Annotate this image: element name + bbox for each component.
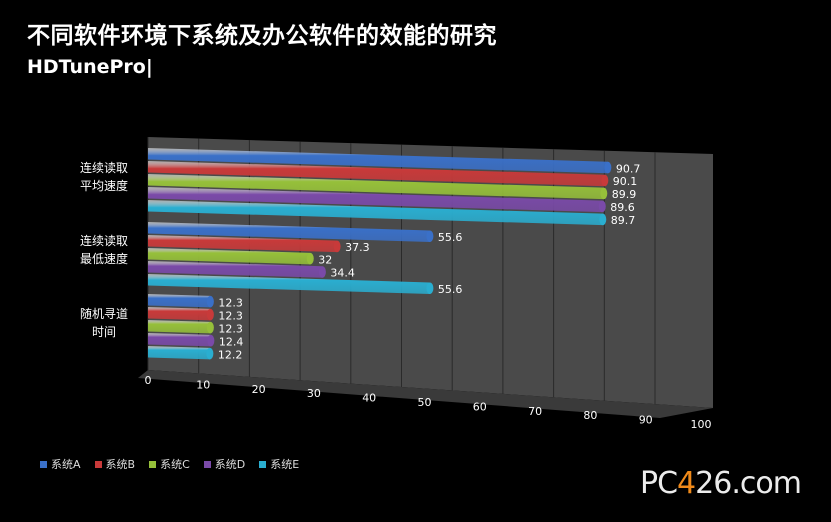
data-label-4-1: 55.6 xyxy=(438,283,463,296)
x-tick-7: 70 xyxy=(528,405,542,418)
bar-cap-2-2 xyxy=(206,321,214,334)
bar-cap-1-1 xyxy=(333,240,341,253)
bar-2-1 xyxy=(148,248,311,265)
bar-cap-4-0 xyxy=(599,213,607,226)
x-tick-10: 100 xyxy=(691,418,712,431)
bar-1-2 xyxy=(148,307,211,321)
data-label-0-0: 90.7 xyxy=(616,162,641,175)
category-label-2-0: 随机寻道 xyxy=(80,306,128,321)
bar-cap-4-2 xyxy=(206,347,214,360)
bar-2-2 xyxy=(148,320,211,334)
x-tick-5: 50 xyxy=(418,396,432,409)
bar-4-2 xyxy=(148,346,210,360)
x-tick-labels: 0 10 20 30 40 50 60 70 80 90 100 xyxy=(145,374,712,431)
bar-cap-1-2 xyxy=(206,308,214,321)
x-tick-6: 60 xyxy=(473,400,487,413)
bar-cap-1-0 xyxy=(601,174,609,187)
data-label-4-0: 89.7 xyxy=(611,214,636,227)
bars xyxy=(148,148,612,360)
bar-0-2 xyxy=(148,294,211,308)
x-tick-0: 0 xyxy=(145,374,152,387)
legend-label: 系统C xyxy=(160,458,190,471)
category-label-1-0: 连续读取 xyxy=(80,233,128,248)
legend-item-0: 系统A xyxy=(40,456,81,472)
watermark-logo: PC426.com xyxy=(640,466,802,501)
bar-4-0 xyxy=(148,200,603,226)
bar-1-1 xyxy=(148,235,338,253)
bar-1-0 xyxy=(148,161,605,187)
legend-label: 系统E xyxy=(270,458,300,471)
legend-label: 系统A xyxy=(51,458,81,471)
x-tick-9: 90 xyxy=(639,414,653,427)
legend-label: 系统B xyxy=(105,458,136,471)
legend-item-1: 系统B xyxy=(94,456,136,472)
data-label-2-1: 32 xyxy=(318,253,332,266)
category-label-0-0: 连续读取 xyxy=(80,160,128,175)
legend-item-2: 系统C xyxy=(149,456,190,472)
category-label-1-1: 最低速度 xyxy=(80,251,128,266)
data-label-3-0: 89.6 xyxy=(610,201,635,214)
data-label-3-2: 12.4 xyxy=(219,335,244,348)
bar-0-1 xyxy=(148,222,430,242)
bar-2-0 xyxy=(148,174,604,200)
bar-cap-0-2 xyxy=(206,295,214,308)
data-label-4-2: 12.2 xyxy=(218,348,243,361)
data-label-1-0: 90.1 xyxy=(613,175,638,188)
bar-3-2 xyxy=(148,333,211,347)
legend: 系统A 系统B 系统C 系统D 系统E xyxy=(40,456,299,472)
legend-swatch xyxy=(94,460,102,468)
plot-floor xyxy=(138,370,713,418)
bar-cap-2-1 xyxy=(306,252,314,265)
data-label-0-1: 55.6 xyxy=(438,231,463,244)
bar-4-1 xyxy=(148,274,430,294)
bar-cap-0-0 xyxy=(604,161,612,174)
x-tick-4: 40 xyxy=(362,392,376,405)
bar-cap-3-0 xyxy=(598,200,606,213)
data-label-2-2: 12.3 xyxy=(218,322,243,335)
x-tick-2: 20 xyxy=(252,383,266,396)
data-label-1-2: 12.3 xyxy=(218,309,243,322)
legend-swatch xyxy=(40,460,47,468)
bar-cap-0-1 xyxy=(426,230,434,242)
bar-0-0 xyxy=(148,148,608,174)
category-label-0-1: 平均速度 xyxy=(80,178,128,193)
x-tick-1: 10 xyxy=(196,378,210,391)
data-label-2-0: 89.9 xyxy=(612,188,637,201)
x-tick-8: 80 xyxy=(583,409,597,422)
data-label-1-1: 37.3 xyxy=(345,241,370,254)
data-label-3-1: 34.4 xyxy=(330,267,355,280)
bar-3-1 xyxy=(148,261,323,278)
legend-swatch xyxy=(149,460,157,468)
x-tick-3: 30 xyxy=(307,387,321,400)
legend-label: 系统D xyxy=(214,458,246,471)
bar-cap-2-0 xyxy=(600,187,608,200)
legend-swatch xyxy=(259,460,267,468)
legend-item-3: 系统D xyxy=(203,456,246,472)
category-label-2-1: 时间 xyxy=(92,325,116,339)
data-label-0-2: 12.3 xyxy=(218,296,243,309)
bar-cap-3-2 xyxy=(207,334,215,347)
chart-subtitle: HDTunePro| xyxy=(27,56,153,78)
bar-cap-3-1 xyxy=(318,266,326,278)
chart-title: 不同软件环境下系统及办公软件的效能的研究 xyxy=(27,23,497,49)
bar-3-0 xyxy=(148,187,603,213)
legend-item-4: 系统E xyxy=(259,456,299,472)
bar-cap-4-1 xyxy=(426,282,434,294)
legend-swatch xyxy=(203,460,211,468)
